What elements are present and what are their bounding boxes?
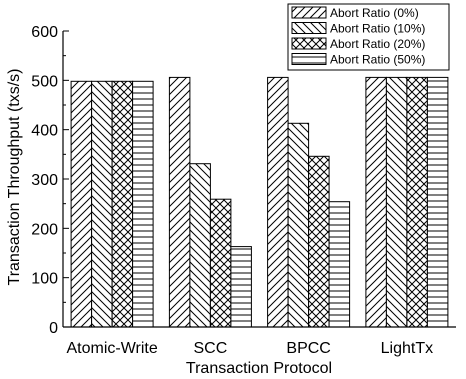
x-tick-label: SCC [193, 340, 227, 357]
bar-scc-series-2 [189, 163, 211, 328]
bar-atomic-write-series-1 [70, 80, 93, 328]
legend-label: Abort Ratio (0%) [330, 6, 419, 20]
bar-atomic-write-series-2 [91, 80, 113, 328]
y-tick-label: 300 [31, 172, 58, 189]
bar-lighttx-series-3 [406, 76, 428, 328]
y-axis-label: Transaction Throughput (txs/s) [6, 69, 23, 286]
bars [70, 76, 449, 328]
bar-bpcc-series-1 [267, 76, 289, 328]
bar-bpcc-series-4 [328, 201, 351, 328]
bar-scc-series-3 [209, 198, 232, 328]
legend-swatch [291, 53, 327, 65]
bar-lighttx-series-4 [426, 76, 449, 328]
legend-swatch [291, 37, 327, 50]
axes [62, 30, 456, 328]
bar-atomic-write-series-3 [111, 80, 134, 328]
y-tick-label: 400 [31, 123, 58, 140]
bar-lighttx-series-2 [385, 76, 408, 328]
y-tick-label: 0 [49, 320, 58, 337]
bar-scc-series-1 [168, 76, 191, 328]
legend-swatch [291, 22, 327, 34]
bar-lighttx-series-1 [365, 76, 387, 328]
x-tick-label: LightTx [381, 340, 433, 357]
y-tick-label: 200 [31, 221, 58, 238]
x-tick-label: BPCC [286, 340, 330, 357]
legend: Abort Ratio (0%)Abort Ratio (10%)Abort R… [287, 3, 450, 71]
y-tick-label: 100 [31, 271, 58, 288]
x-tick-labels: Atomic-Write SCC BPCC LightTx [66, 340, 433, 357]
bar-atomic-write-series-4 [132, 80, 154, 328]
legend-label: Abort Ratio (10%) [330, 22, 425, 36]
x-axis-label: Transaction Protocol [186, 360, 332, 377]
y-tick-label: 600 [31, 24, 58, 41]
x-tick-label: Atomic-Write [66, 340, 157, 357]
bar-bpcc-series-3 [308, 155, 330, 328]
y-tick-label: 500 [31, 73, 58, 90]
bar-bpcc-series-2 [287, 122, 310, 328]
y-tick-labels: 0 100 200 300 400 500 600 [31, 24, 58, 337]
legend-swatch [291, 6, 327, 19]
legend-label: Abort Ratio (50%) [330, 53, 425, 67]
legend-label: Abort Ratio (20%) [330, 37, 425, 51]
bar-scc-series-4 [230, 246, 252, 328]
